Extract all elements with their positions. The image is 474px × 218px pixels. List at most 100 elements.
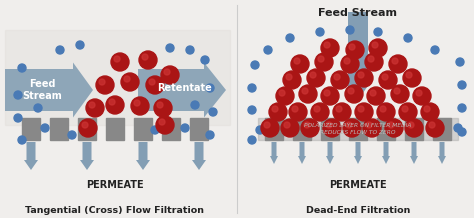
Bar xyxy=(405,118,423,140)
Circle shape xyxy=(392,58,398,64)
Circle shape xyxy=(321,39,339,57)
Circle shape xyxy=(134,100,140,106)
Circle shape xyxy=(382,74,388,80)
Text: POLARIZED LAYER ON FILTER MEDIA
REDUCES FLOW TO ZERO: POLARIZED LAYER ON FILTER MEDIA REDUCES … xyxy=(304,123,412,135)
Circle shape xyxy=(324,42,330,48)
Circle shape xyxy=(456,58,464,66)
Circle shape xyxy=(283,71,301,89)
Circle shape xyxy=(315,53,333,71)
FancyArrow shape xyxy=(138,63,226,118)
FancyArrow shape xyxy=(298,142,306,164)
Circle shape xyxy=(402,106,408,112)
Circle shape xyxy=(157,102,163,108)
Circle shape xyxy=(458,81,466,89)
Circle shape xyxy=(248,136,256,144)
Circle shape xyxy=(324,90,330,96)
Circle shape xyxy=(380,106,386,112)
Circle shape xyxy=(318,56,324,62)
Circle shape xyxy=(379,71,397,89)
Circle shape xyxy=(355,103,373,121)
Text: PERMEATE: PERMEATE xyxy=(86,180,144,190)
FancyArrow shape xyxy=(382,142,390,164)
Bar xyxy=(106,118,124,140)
Bar xyxy=(377,118,395,140)
Circle shape xyxy=(336,106,342,112)
Circle shape xyxy=(331,71,349,89)
Circle shape xyxy=(286,34,294,42)
Circle shape xyxy=(389,55,407,73)
Circle shape xyxy=(363,119,381,137)
Circle shape xyxy=(131,97,149,115)
Circle shape xyxy=(272,106,278,112)
Bar xyxy=(190,118,208,140)
Circle shape xyxy=(299,85,317,103)
Circle shape xyxy=(89,102,95,108)
Circle shape xyxy=(346,41,364,59)
Circle shape xyxy=(201,56,209,64)
Bar xyxy=(162,118,180,140)
Circle shape xyxy=(154,99,172,117)
FancyArrow shape xyxy=(192,142,206,170)
Circle shape xyxy=(370,90,376,96)
Bar xyxy=(321,118,339,140)
Circle shape xyxy=(458,104,466,112)
Circle shape xyxy=(333,103,351,121)
Circle shape xyxy=(408,122,414,128)
Circle shape xyxy=(413,87,431,105)
Circle shape xyxy=(405,119,423,137)
Circle shape xyxy=(343,119,361,137)
Circle shape xyxy=(424,106,430,112)
Circle shape xyxy=(18,136,26,144)
FancyArrow shape xyxy=(410,142,418,164)
Circle shape xyxy=(286,74,292,80)
Circle shape xyxy=(109,99,115,105)
Bar xyxy=(78,118,96,140)
Circle shape xyxy=(391,85,409,103)
Circle shape xyxy=(18,64,26,72)
Circle shape xyxy=(289,103,307,121)
Circle shape xyxy=(301,119,319,137)
Circle shape xyxy=(355,69,373,87)
Circle shape xyxy=(166,44,174,52)
Circle shape xyxy=(124,76,130,82)
Circle shape xyxy=(82,122,88,128)
Circle shape xyxy=(161,66,179,84)
FancyArrow shape xyxy=(326,142,334,164)
Circle shape xyxy=(348,88,354,94)
Circle shape xyxy=(248,84,256,92)
Circle shape xyxy=(284,122,290,128)
Circle shape xyxy=(281,119,299,137)
Circle shape xyxy=(151,126,159,134)
Circle shape xyxy=(264,122,270,128)
Text: Retentate: Retentate xyxy=(158,83,212,93)
Circle shape xyxy=(345,85,363,103)
Circle shape xyxy=(146,76,164,94)
FancyArrow shape xyxy=(5,63,93,118)
Circle shape xyxy=(431,46,439,54)
Circle shape xyxy=(399,103,417,121)
Text: Tangential (Cross) Flow Filtration: Tangential (Cross) Flow Filtration xyxy=(26,206,204,215)
Circle shape xyxy=(149,79,155,85)
Circle shape xyxy=(365,53,383,71)
Circle shape xyxy=(403,69,421,87)
Bar xyxy=(22,118,40,140)
Circle shape xyxy=(269,103,287,121)
Circle shape xyxy=(368,56,374,62)
Circle shape xyxy=(139,51,157,69)
Circle shape xyxy=(372,42,378,48)
Circle shape xyxy=(311,103,329,121)
Circle shape xyxy=(164,69,170,75)
Circle shape xyxy=(388,122,394,128)
FancyArrow shape xyxy=(136,142,150,170)
Bar xyxy=(5,30,230,125)
Circle shape xyxy=(334,74,340,80)
Circle shape xyxy=(79,119,97,137)
Bar xyxy=(293,118,311,140)
FancyArrow shape xyxy=(354,142,362,164)
Circle shape xyxy=(251,61,259,69)
Circle shape xyxy=(41,124,49,132)
Circle shape xyxy=(341,55,359,73)
Circle shape xyxy=(264,46,272,54)
FancyArrow shape xyxy=(80,142,94,170)
Text: Dead-End Filtration: Dead-End Filtration xyxy=(306,206,410,215)
